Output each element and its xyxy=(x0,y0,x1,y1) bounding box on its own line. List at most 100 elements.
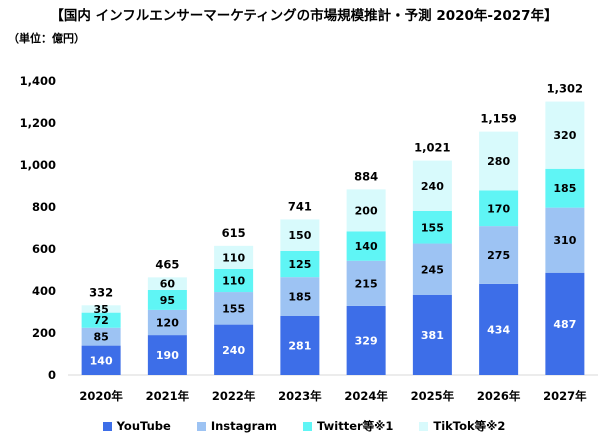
bar-segment-tiktok xyxy=(147,277,187,290)
segment-value-label: 185 xyxy=(553,182,576,195)
segment-value-label: 281 xyxy=(288,339,311,352)
segment-value-label: 185 xyxy=(288,291,311,304)
bar-segment-youtube xyxy=(545,272,585,375)
y-tick-label: 1,400 xyxy=(20,74,56,88)
segment-value-label: 434 xyxy=(487,323,510,336)
legend-swatch-twitter xyxy=(303,421,313,431)
bar-segment-twitter xyxy=(545,168,585,208)
segment-value-label: 155 xyxy=(222,302,245,315)
x-tick-label: 2027年 xyxy=(543,389,587,403)
bar-segment-tiktok xyxy=(214,245,254,269)
bar-segment-youtube xyxy=(412,294,452,375)
legend-swatch-tiktok xyxy=(419,421,429,431)
bar-segment-twitter xyxy=(81,312,121,328)
legend-label-youtube: YouTube xyxy=(116,419,171,433)
segment-value-label: 140 xyxy=(90,354,113,367)
segment-value-label: 215 xyxy=(355,277,378,290)
bar-segment-tiktok xyxy=(479,131,519,191)
x-tick-label: 2022年 xyxy=(212,389,256,403)
segment-value-label: 240 xyxy=(222,344,245,357)
segment-value-label: 150 xyxy=(288,229,311,242)
bar-total-label: 332 xyxy=(89,285,113,299)
bar-segment-twitter xyxy=(346,231,386,261)
segment-value-label: 170 xyxy=(487,202,510,215)
bar-total-label: 741 xyxy=(288,199,312,213)
segment-value-label: 329 xyxy=(355,334,378,347)
x-tick-label: 2023年 xyxy=(278,389,322,403)
bar-segment-instagram xyxy=(280,277,320,316)
x-tick-label: 2025年 xyxy=(411,389,455,403)
legend-swatch-instagram xyxy=(196,421,206,431)
segment-value-label: 140 xyxy=(355,240,378,253)
legend-item-twitter: Twitter等※1 xyxy=(303,418,393,434)
bar-total-label: 1,021 xyxy=(414,141,450,155)
bar-segment-twitter xyxy=(147,289,187,310)
segment-value-label: 120 xyxy=(156,317,179,330)
x-tick-label: 2020年 xyxy=(79,389,123,403)
segment-value-label: 280 xyxy=(487,155,510,168)
segment-value-label: 240 xyxy=(421,180,444,193)
bar-segment-instagram xyxy=(479,226,519,284)
bar-segment-youtube xyxy=(280,315,320,375)
bar-segment-instagram xyxy=(412,243,452,295)
y-tick-label: 600 xyxy=(32,242,56,256)
bar-segment-instagram xyxy=(346,260,386,306)
legend-item-youtube: YouTube xyxy=(102,418,171,434)
x-tick-label: 2026年 xyxy=(477,389,521,403)
y-tick-label: 1,200 xyxy=(20,116,56,130)
bar-segment-youtube xyxy=(479,283,519,375)
segment-value-label: 85 xyxy=(93,331,108,344)
unit-label: （単位：億円） xyxy=(8,32,85,45)
bar-segment-tiktok xyxy=(280,219,320,251)
bar-segment-instagram xyxy=(214,292,254,325)
bar-total-label: 615 xyxy=(222,226,246,240)
bar-segment-tiktok xyxy=(545,101,585,169)
legend-label-tiktok: TikTok等※2 xyxy=(433,419,506,433)
segment-value-label: 95 xyxy=(160,294,175,307)
segment-value-label: 320 xyxy=(553,129,576,142)
bar-total-label: 884 xyxy=(354,169,378,183)
bar-segment-tiktok xyxy=(81,305,121,313)
bar-segment-twitter xyxy=(280,250,320,278)
y-tick-label: 1,000 xyxy=(20,158,56,172)
legend-swatch-youtube xyxy=(102,421,112,431)
bar-segment-twitter xyxy=(412,210,452,244)
bar-segment-instagram xyxy=(81,327,121,346)
segment-value-label: 275 xyxy=(487,249,510,262)
bar-segment-tiktok xyxy=(346,189,386,232)
legend: YouTube Instagram Twitter等※1 TikTok等※2 xyxy=(0,418,608,434)
segment-value-label: 487 xyxy=(553,318,576,331)
segment-value-label: 60 xyxy=(160,278,176,291)
segment-value-label: 200 xyxy=(355,204,378,217)
bar-segment-youtube xyxy=(214,324,254,375)
legend-label-instagram: Instagram xyxy=(210,419,278,433)
chart-title: 【国内 インフルエンサーマーケティングの市場規模推計・予測 2020年-2027… xyxy=(50,8,558,24)
y-tick-label: 800 xyxy=(32,200,56,214)
bar-total-label: 465 xyxy=(155,257,179,271)
segment-value-label: 245 xyxy=(421,263,444,276)
legend-item-instagram: Instagram xyxy=(196,418,278,434)
segment-value-label: 381 xyxy=(421,329,444,342)
bar-segment-youtube xyxy=(346,305,386,375)
bar-total-label: 1,159 xyxy=(480,112,516,126)
bar-segment-youtube xyxy=(81,345,121,375)
x-tick-label: 2021年 xyxy=(146,389,190,403)
segment-value-label: 190 xyxy=(156,349,179,362)
segment-value-label: 110 xyxy=(222,275,245,288)
bar-segment-youtube xyxy=(147,335,187,375)
bar-total-label: 1,302 xyxy=(547,82,583,96)
segment-value-label: 35 xyxy=(93,303,108,316)
legend-item-tiktok: TikTok等※2 xyxy=(419,418,505,434)
bar-segment-instagram xyxy=(147,309,187,336)
segment-value-label: 310 xyxy=(553,234,576,247)
bar-segment-tiktok xyxy=(412,160,452,211)
x-tick-label: 2024年 xyxy=(344,389,388,403)
bar-segment-twitter xyxy=(214,268,254,293)
y-tick-label: 400 xyxy=(32,284,56,298)
bar-segment-twitter xyxy=(479,190,519,227)
bar-segment-instagram xyxy=(545,207,585,273)
y-tick-label: 200 xyxy=(32,326,56,340)
segment-value-label: 110 xyxy=(222,251,245,264)
y-tick-label: 0 xyxy=(48,368,56,382)
